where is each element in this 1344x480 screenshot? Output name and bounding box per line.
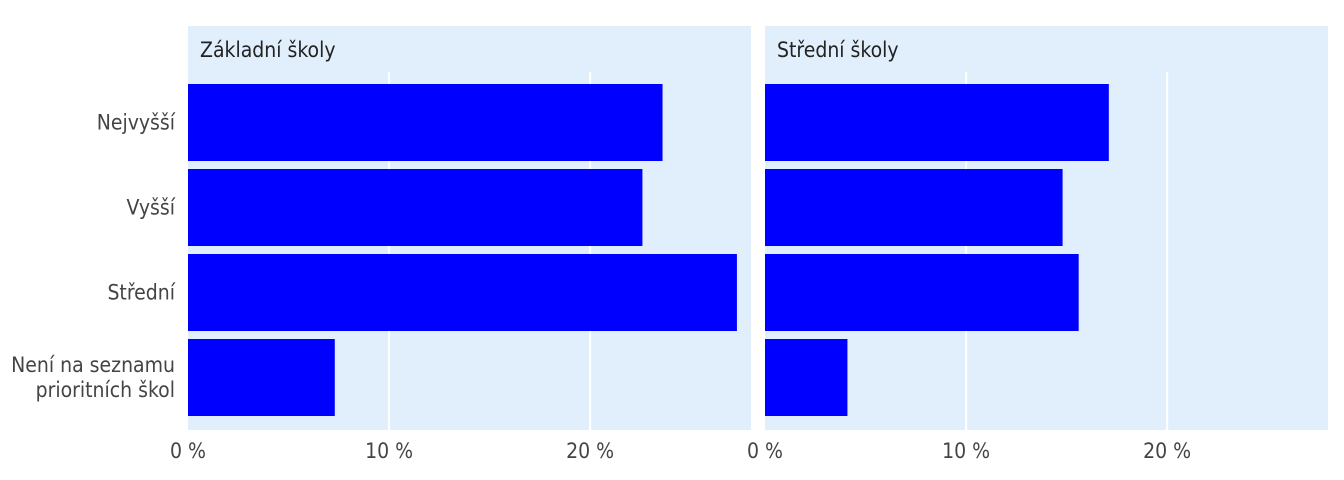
bar-2-3 (765, 254, 1079, 331)
bar-1-1 (188, 84, 663, 161)
category-label: Střední (107, 281, 175, 305)
x-tick-label: 0 % (170, 439, 206, 463)
category-label: Nejvyšší (97, 111, 176, 135)
bar-2-2 (765, 169, 1063, 246)
x-tick-label: 0 % (747, 439, 783, 463)
x-tick-label: 20 % (1143, 439, 1191, 463)
bar-1-4 (188, 339, 335, 416)
bar-1-2 (188, 169, 643, 246)
category-label: Vyšší (127, 196, 176, 220)
category-label: Není na seznamu prioritních škol (11, 353, 175, 402)
bar-1-3 (188, 254, 737, 331)
panel-title: Střední školy (777, 38, 899, 62)
x-tick-label: 10 % (365, 439, 413, 463)
bar-2-1 (765, 84, 1109, 161)
x-tick-label: 20 % (566, 439, 614, 463)
bar-2-4 (765, 339, 848, 416)
x-tick-label: 10 % (942, 439, 990, 463)
facet-panel-2: Střední školy 0 % 10 % 20 % (747, 26, 1328, 463)
facet-panel-1: Základní školy 0 % 10 % 20 % (170, 26, 751, 463)
panel-title: Základní školy (200, 38, 336, 62)
